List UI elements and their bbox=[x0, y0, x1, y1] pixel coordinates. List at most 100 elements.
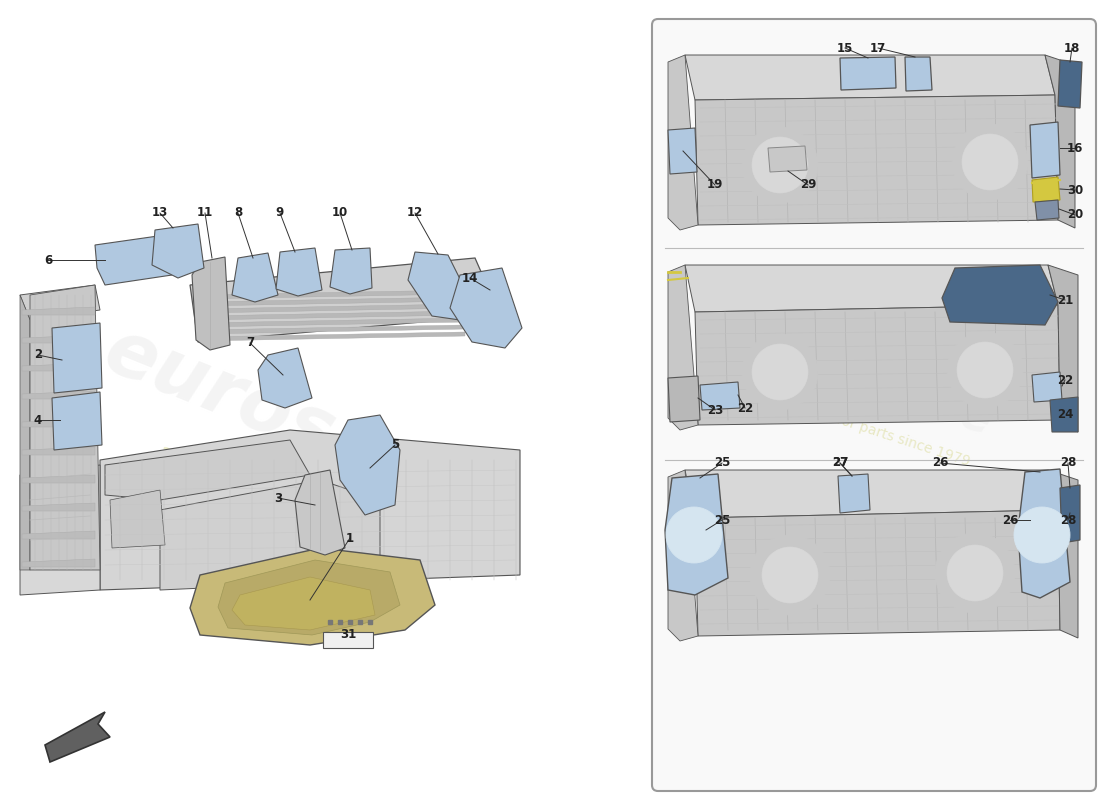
Text: 19: 19 bbox=[707, 178, 723, 191]
Circle shape bbox=[666, 507, 722, 563]
Text: 1: 1 bbox=[345, 531, 354, 545]
Text: 26: 26 bbox=[932, 457, 948, 470]
Text: 26: 26 bbox=[1002, 514, 1019, 526]
Polygon shape bbox=[160, 480, 380, 590]
Circle shape bbox=[1014, 507, 1070, 563]
Polygon shape bbox=[190, 548, 434, 645]
Polygon shape bbox=[838, 474, 870, 513]
Text: eurospare: eurospare bbox=[742, 316, 997, 444]
Polygon shape bbox=[22, 419, 95, 427]
Polygon shape bbox=[52, 323, 102, 393]
Text: 3: 3 bbox=[274, 491, 282, 505]
Text: 30: 30 bbox=[1067, 183, 1084, 197]
Polygon shape bbox=[22, 503, 95, 511]
Text: a passion for parts since 1979: a passion for parts since 1979 bbox=[157, 442, 463, 558]
Polygon shape bbox=[1030, 122, 1060, 178]
Polygon shape bbox=[685, 470, 1058, 518]
Polygon shape bbox=[1048, 470, 1078, 638]
Circle shape bbox=[957, 342, 1013, 398]
Circle shape bbox=[935, 533, 1015, 613]
Text: 23: 23 bbox=[707, 403, 723, 417]
Polygon shape bbox=[700, 382, 740, 410]
Text: 22: 22 bbox=[737, 402, 754, 414]
Polygon shape bbox=[22, 531, 95, 539]
Polygon shape bbox=[840, 57, 896, 90]
Polygon shape bbox=[695, 305, 1060, 425]
Polygon shape bbox=[668, 470, 698, 641]
Polygon shape bbox=[768, 146, 807, 172]
Circle shape bbox=[742, 334, 818, 410]
Circle shape bbox=[947, 332, 1023, 408]
Polygon shape bbox=[20, 285, 100, 320]
Text: 28: 28 bbox=[1059, 457, 1076, 470]
Polygon shape bbox=[218, 560, 400, 635]
Polygon shape bbox=[1060, 485, 1080, 543]
Text: 8: 8 bbox=[234, 206, 242, 219]
Text: 29: 29 bbox=[800, 178, 816, 191]
Text: 20: 20 bbox=[1067, 209, 1084, 222]
Circle shape bbox=[752, 344, 808, 400]
Text: 18: 18 bbox=[1064, 42, 1080, 54]
Polygon shape bbox=[1058, 60, 1082, 108]
Polygon shape bbox=[295, 470, 345, 555]
Circle shape bbox=[962, 134, 1018, 190]
Circle shape bbox=[952, 124, 1028, 200]
Text: 21: 21 bbox=[1057, 294, 1074, 306]
Polygon shape bbox=[1045, 55, 1075, 228]
Polygon shape bbox=[200, 332, 465, 341]
Polygon shape bbox=[1035, 200, 1059, 220]
Polygon shape bbox=[104, 440, 310, 500]
Text: 4: 4 bbox=[34, 414, 42, 426]
Text: 12: 12 bbox=[407, 206, 424, 219]
Polygon shape bbox=[22, 559, 95, 567]
Circle shape bbox=[947, 545, 1003, 601]
Text: 14: 14 bbox=[462, 271, 478, 285]
Polygon shape bbox=[1048, 265, 1078, 432]
Polygon shape bbox=[200, 311, 465, 320]
Polygon shape bbox=[20, 295, 30, 570]
Polygon shape bbox=[200, 318, 465, 327]
Polygon shape bbox=[22, 391, 95, 399]
Polygon shape bbox=[100, 430, 520, 590]
Polygon shape bbox=[695, 95, 1058, 225]
Polygon shape bbox=[200, 325, 465, 334]
Polygon shape bbox=[45, 712, 110, 762]
Polygon shape bbox=[20, 465, 100, 595]
Polygon shape bbox=[408, 252, 468, 320]
Text: 17: 17 bbox=[870, 42, 887, 54]
Text: 16: 16 bbox=[1067, 142, 1084, 154]
Polygon shape bbox=[22, 363, 95, 371]
Polygon shape bbox=[258, 348, 312, 408]
Circle shape bbox=[750, 535, 830, 615]
Polygon shape bbox=[110, 490, 165, 548]
Polygon shape bbox=[336, 415, 400, 515]
Polygon shape bbox=[685, 265, 1058, 312]
Polygon shape bbox=[95, 235, 172, 285]
Text: a passion for parts since 1979: a passion for parts since 1979 bbox=[768, 391, 972, 469]
Text: 15: 15 bbox=[837, 42, 854, 54]
Polygon shape bbox=[450, 268, 522, 348]
Text: 22: 22 bbox=[1057, 374, 1074, 386]
Circle shape bbox=[742, 127, 818, 203]
Polygon shape bbox=[30, 285, 100, 570]
Polygon shape bbox=[200, 297, 465, 306]
Circle shape bbox=[752, 137, 808, 193]
Polygon shape bbox=[22, 475, 95, 483]
Polygon shape bbox=[1050, 397, 1078, 432]
Polygon shape bbox=[668, 55, 698, 230]
Polygon shape bbox=[668, 128, 697, 174]
Text: 11: 11 bbox=[197, 206, 213, 219]
Polygon shape bbox=[200, 290, 465, 299]
Polygon shape bbox=[22, 307, 95, 315]
Polygon shape bbox=[200, 304, 465, 313]
Polygon shape bbox=[1032, 177, 1060, 202]
Polygon shape bbox=[52, 392, 102, 450]
Polygon shape bbox=[905, 57, 932, 91]
Text: 28: 28 bbox=[1059, 514, 1076, 526]
Text: eurospare: eurospare bbox=[94, 314, 527, 546]
Polygon shape bbox=[1018, 469, 1070, 598]
Polygon shape bbox=[1032, 372, 1062, 402]
Text: 25: 25 bbox=[714, 457, 730, 470]
FancyBboxPatch shape bbox=[652, 19, 1096, 791]
Polygon shape bbox=[276, 248, 322, 296]
